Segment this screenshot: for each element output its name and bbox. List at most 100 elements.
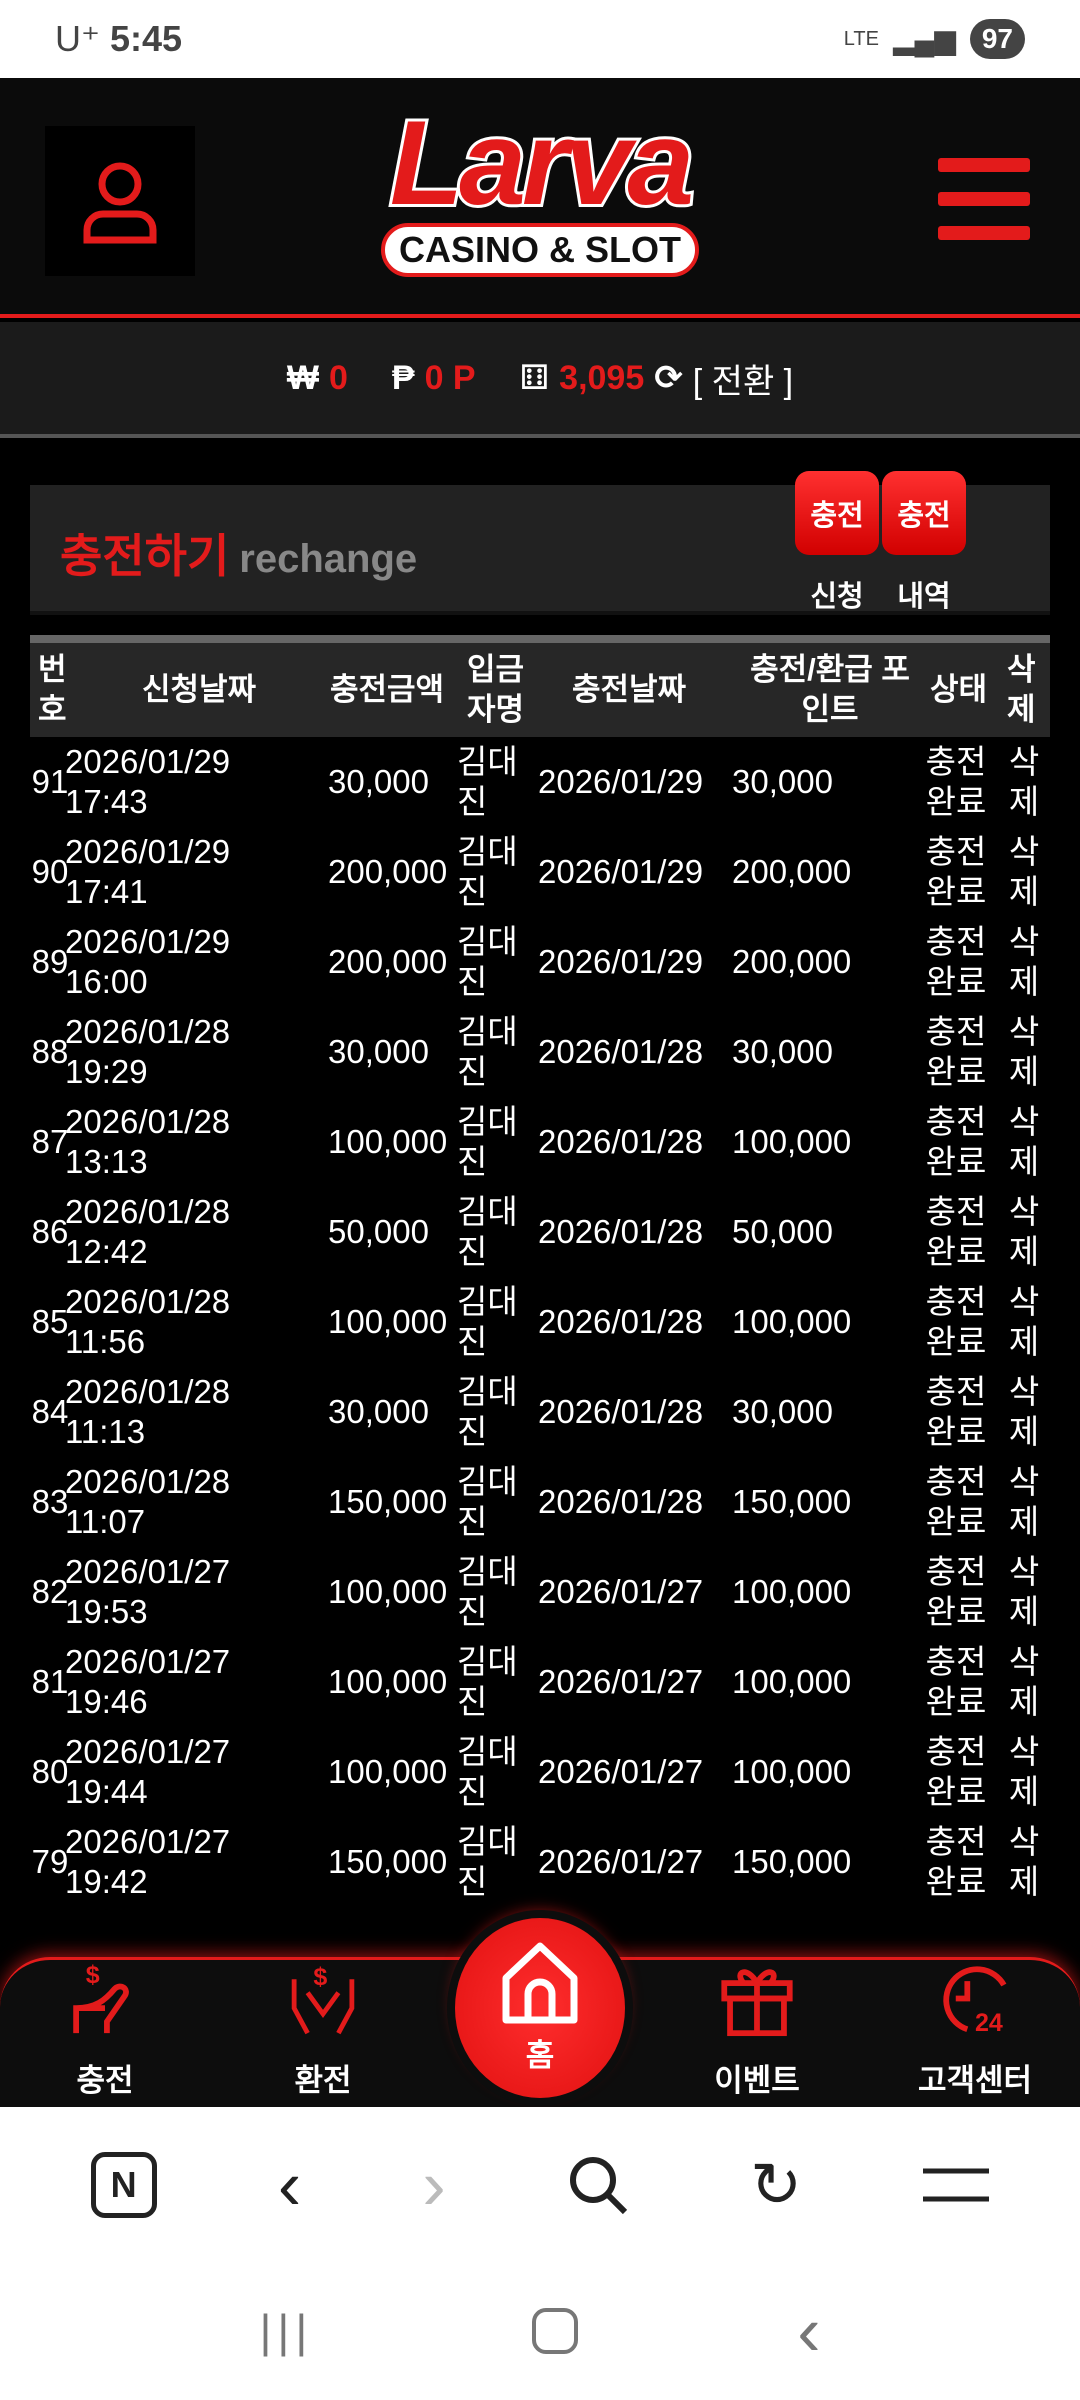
reload-icon[interactable]: ↻	[750, 2151, 803, 2220]
row-amount: 100,000	[328, 1123, 448, 1160]
logo-text: Larva	[387, 93, 697, 233]
row-delete-line[interactable]: 제	[1008, 1053, 1040, 1090]
charge-history-button[interactable]: 충전	[882, 471, 966, 555]
table-row: 84 2026/01/28 11:13 30,000 김대 진 2026/01/28 30,0…	[30, 1367, 1050, 1457]
refresh-icon[interactable]: ⟳	[654, 359, 683, 397]
row-delete-line[interactable]: 삭	[1008, 1283, 1040, 1320]
row-delete-line[interactable]: 제	[1008, 1323, 1040, 1360]
svg-text:$: $	[313, 1963, 327, 1991]
nav-home[interactable]: 홈	[455, 1918, 625, 2098]
clock: 5:45	[110, 18, 183, 59]
search-icon[interactable]	[567, 2154, 629, 2216]
row-delete-line[interactable]: 제	[1008, 783, 1040, 820]
row-delete-line[interactable]: 제	[1008, 1413, 1040, 1450]
row-delete-line[interactable]: 삭	[1008, 1733, 1040, 1770]
row-delete-line[interactable]: 삭	[1008, 1103, 1040, 1140]
row-amount: 200,000	[328, 853, 448, 890]
row-depositor: 김대 진	[457, 737, 527, 827]
row-delete-line[interactable]: 제	[1008, 1233, 1040, 1270]
row-delete-line[interactable]: 삭	[1008, 1643, 1040, 1680]
charge-apply-label[interactable]: 신청	[810, 581, 864, 613]
forward-icon[interactable]: ›	[422, 2145, 446, 2224]
row-delete-line[interactable]: 제	[1008, 1143, 1040, 1180]
row-delete-line[interactable]: 제	[1008, 1773, 1040, 1810]
charge-history-table: 91 2026/01/29 17:43 30,000 김대 진 2026/01/29 30,0…	[30, 737, 1050, 1912]
logo[interactable]: Larva CASINO & SLOT	[370, 93, 710, 303]
chip-balance: 3,095	[559, 358, 645, 397]
row-depositor-line: 김대	[457, 1283, 518, 1320]
row-no: 79	[31, 1843, 69, 1880]
row-delete-line[interactable]: 삭	[1008, 1373, 1040, 1410]
menu-icon[interactable]	[923, 2165, 990, 2205]
recents-icon[interactable]: |||	[259, 2305, 314, 2357]
charge-apply-button[interactable]: 충전	[795, 471, 879, 555]
back-icon[interactable]: ‹	[277, 2145, 302, 2224]
row-delete-line[interactable]: 제	[1008, 1863, 1040, 1900]
nav-customer-center[interactable]: 24 고객센터	[900, 1960, 1050, 2110]
table-row: 80 2026/01/27 19:44 100,000 김대 진 2026/01/27 100…	[30, 1727, 1050, 1817]
table-row: 83 2026/01/28 11:07 150,000 김대 진 2026/01/28 150…	[30, 1457, 1050, 1547]
row-depositor-line: 진	[457, 1323, 488, 1360]
row-status-line: 완료	[925, 1323, 987, 1360]
nav-exchange[interactable]: $ 환전	[248, 1960, 398, 2110]
row-delete-line[interactable]: 삭	[1008, 1823, 1040, 1860]
row-request-date-line: 19:29	[65, 1053, 148, 1090]
nav-event-label: 이벤트	[714, 2063, 800, 2098]
header-delete: 삭 제	[1007, 652, 1036, 727]
row-delete-line[interactable]: 제	[1008, 1503, 1040, 1540]
home-system-icon[interactable]	[532, 2308, 579, 2354]
row-delete-line[interactable]: 삭	[1008, 1013, 1040, 1050]
row-depositor-line: 진	[457, 1863, 488, 1900]
row-status-line: 충전	[925, 743, 987, 780]
row-amount: 150,000	[328, 1843, 448, 1880]
back-system-icon[interactable]: ‹	[797, 2292, 821, 2370]
row-request-date: 2026/01/27 19:46	[65, 1637, 265, 1727]
table-row: 85 2026/01/28 11:56 100,000 김대 진 2026/01/28 100…	[30, 1277, 1050, 1367]
nav-event[interactable]: 이벤트	[682, 1960, 832, 2110]
row-status: 충전 완료	[920, 1457, 992, 1547]
row-delete-line[interactable]: 삭	[1008, 1553, 1040, 1590]
row-delete-line[interactable]: 삭	[1008, 1463, 1040, 1500]
row-charge-date: 2026/01/28	[538, 1483, 704, 1520]
charge-history-label[interactable]: 내역	[897, 581, 951, 613]
row-delete-line[interactable]: 삭	[1008, 833, 1040, 870]
header: Larva CASINO & SLOT	[0, 78, 1080, 318]
row-delete-line[interactable]: 삭	[1008, 1193, 1040, 1230]
row-amount: 30,000	[328, 1393, 429, 1430]
convert-button[interactable]: [ 전환 ]	[692, 362, 794, 401]
row-delete-line[interactable]: 제	[1008, 1593, 1040, 1630]
table-header: 번 호 신청날짜 충전금액 입금 자명 충전날짜 충전/환급 포 인트 상태 삭…	[30, 635, 1050, 737]
row-points: 30,000	[732, 763, 833, 800]
row-request-date-line: 12:42	[65, 1233, 148, 1270]
row-delete-line[interactable]: 제	[1008, 963, 1040, 1000]
header-points: 충전/환급 포 인트	[750, 652, 910, 727]
table-row: 91 2026/01/29 17:43 30,000 김대 진 2026/01/29 30,0…	[30, 737, 1050, 827]
table-row: 89 2026/01/29 16:00 200,000 김대 진 2026/01/29 200…	[30, 917, 1050, 1007]
row-delete-line[interactable]: 삭	[1008, 923, 1040, 960]
svg-text:$: $	[86, 1961, 100, 1989]
nav-charge[interactable]: $ 충전	[30, 1960, 180, 2110]
header-status: 상태	[930, 672, 988, 707]
hamburger-menu-button[interactable]	[938, 158, 1030, 240]
user-button[interactable]	[45, 126, 195, 276]
row-delete-line[interactable]: 제	[1008, 873, 1040, 910]
table-row: 86 2026/01/28 12:42 50,000 김대 진 2026/01/28 50,0…	[30, 1187, 1050, 1277]
nav-customer-center-label: 고객센터	[917, 2063, 1033, 2098]
row-delete-line[interactable]: 삭	[1008, 743, 1040, 780]
row-delete-line[interactable]: 제	[1008, 1683, 1040, 1720]
row-amount: 150,000	[328, 1483, 448, 1520]
naver-home-icon[interactable]: N	[90, 2151, 157, 2218]
